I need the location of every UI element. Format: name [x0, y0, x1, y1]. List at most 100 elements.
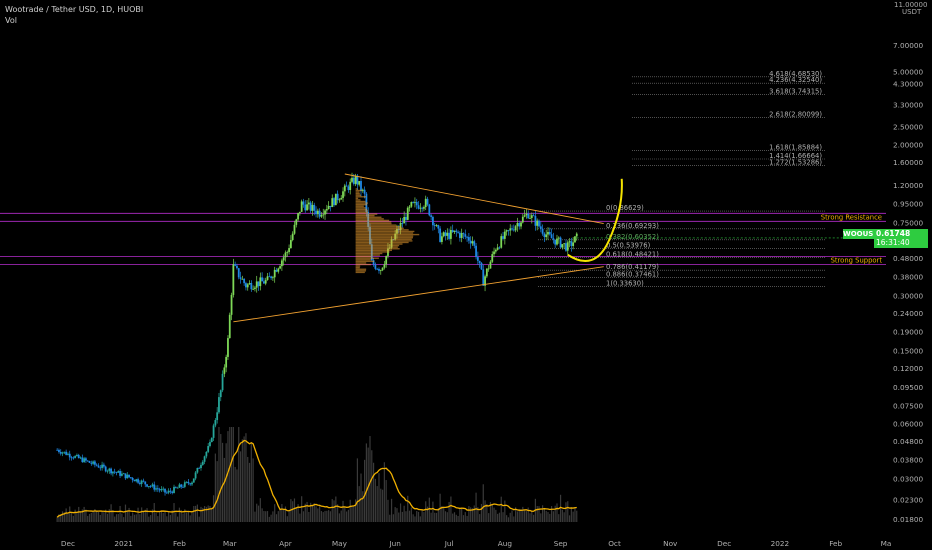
volume-bar: [435, 512, 438, 522]
candle-body: [72, 457, 75, 459]
volume-bar: [319, 504, 321, 522]
volume-profile-bar: [355, 249, 392, 252]
volume-bar: [480, 503, 483, 522]
volume-bar: [144, 509, 146, 522]
candle-body: [246, 284, 249, 288]
volume-bar: [313, 503, 315, 522]
candle-body: [487, 268, 490, 270]
candle-body: [236, 265, 238, 269]
volume-bar: [369, 436, 371, 522]
candle-body: [268, 276, 271, 278]
volume-profile-bar: [355, 221, 392, 223]
volume-bar: [340, 510, 342, 522]
candle-body: [356, 175, 359, 185]
volume-bar: [511, 510, 513, 522]
candle-body: [133, 480, 136, 482]
volume-profile-bar: [355, 205, 364, 207]
volume-bar: [266, 511, 269, 522]
volume-bar: [78, 506, 80, 522]
volume-bar: [241, 439, 243, 522]
volume-bar: [292, 501, 294, 522]
volume-bar: [67, 513, 69, 522]
candle-body: [259, 277, 262, 287]
volume-bar: [558, 514, 560, 522]
volume-bar: [110, 504, 112, 522]
volume-bar: [441, 505, 443, 522]
volume-bar: [173, 503, 175, 522]
candle-body: [289, 240, 292, 249]
fib-level-label: 4.236(4.32540): [769, 76, 822, 84]
volume-bar: [256, 503, 258, 522]
candle-body: [327, 205, 330, 210]
volume-bar: [363, 459, 366, 522]
volume-profile-bar: [355, 203, 368, 206]
volume-bar: [401, 511, 403, 522]
volume-bar: [299, 513, 301, 522]
volume-bar: [297, 504, 299, 522]
candle-body: [489, 261, 492, 269]
volume-bar: [155, 512, 157, 522]
candle-body: [286, 251, 289, 253]
candle-body: [250, 283, 253, 290]
candle-body: [309, 202, 312, 211]
fib-level-label: 3.618(3.74315): [769, 88, 822, 96]
volume-bar: [324, 510, 326, 522]
volume-bar: [142, 511, 145, 522]
volume-bar: [320, 511, 323, 522]
volume-bar: [561, 509, 563, 522]
candle-body: [523, 215, 526, 217]
candle-body: [471, 241, 474, 244]
volume-profile-bar: [355, 219, 390, 222]
fib-level-label: 1.272(1.53286): [769, 159, 822, 167]
volume-bar: [90, 512, 92, 522]
volume-bar: [425, 501, 427, 522]
candle-body: [516, 223, 519, 227]
volume-bar: [281, 504, 283, 522]
volume-bar: [191, 512, 193, 522]
volume-bar: [353, 506, 355, 522]
volume-bar: [220, 434, 222, 522]
candle-body: [363, 189, 366, 194]
volume-bar: [385, 480, 387, 522]
candle-body: [223, 367, 226, 374]
candle-body: [552, 238, 555, 240]
fib-level-label: 0(0.86629): [606, 204, 644, 212]
candle-body: [162, 488, 165, 490]
candle-body: [138, 482, 141, 484]
candle-body: [198, 467, 201, 469]
candle-body: [74, 455, 77, 458]
volume-bar: [509, 512, 511, 522]
volume-bar: [495, 509, 497, 522]
candle-body: [467, 237, 470, 241]
x-tick-label: Nov: [663, 539, 678, 548]
volume-bar: [265, 511, 267, 522]
volume-bar: [115, 514, 118, 522]
volume-bar: [218, 427, 220, 522]
candle-body: [302, 201, 305, 205]
volume-bar: [444, 511, 447, 522]
volume-bar: [225, 443, 227, 522]
volume-bar: [328, 510, 330, 522]
fib-level-label: 0.236(0.69293): [606, 222, 659, 230]
countdown-tag: 16:31:40: [874, 238, 928, 248]
volume-bar: [434, 512, 436, 522]
volume-profile-bar: [355, 235, 414, 237]
volume-bar: [229, 427, 231, 522]
volume-profile-bar: [355, 254, 380, 256]
candle-body: [307, 202, 310, 205]
volume-profile-bar: [355, 191, 360, 193]
volume-bar: [533, 514, 535, 522]
volume-bar: [506, 515, 508, 522]
volume-bar: [346, 511, 348, 522]
volume-bar: [232, 427, 234, 522]
volume-bar: [198, 516, 200, 522]
volume-bar: [261, 508, 263, 522]
volume-bar: [347, 509, 350, 522]
candle-body: [86, 460, 89, 462]
volume-profile-bar: [355, 244, 400, 247]
y-tick-label: 1.60000: [893, 158, 924, 167]
candle-body: [216, 412, 219, 421]
volume-bar: [356, 458, 359, 522]
volume-bar: [254, 511, 256, 522]
